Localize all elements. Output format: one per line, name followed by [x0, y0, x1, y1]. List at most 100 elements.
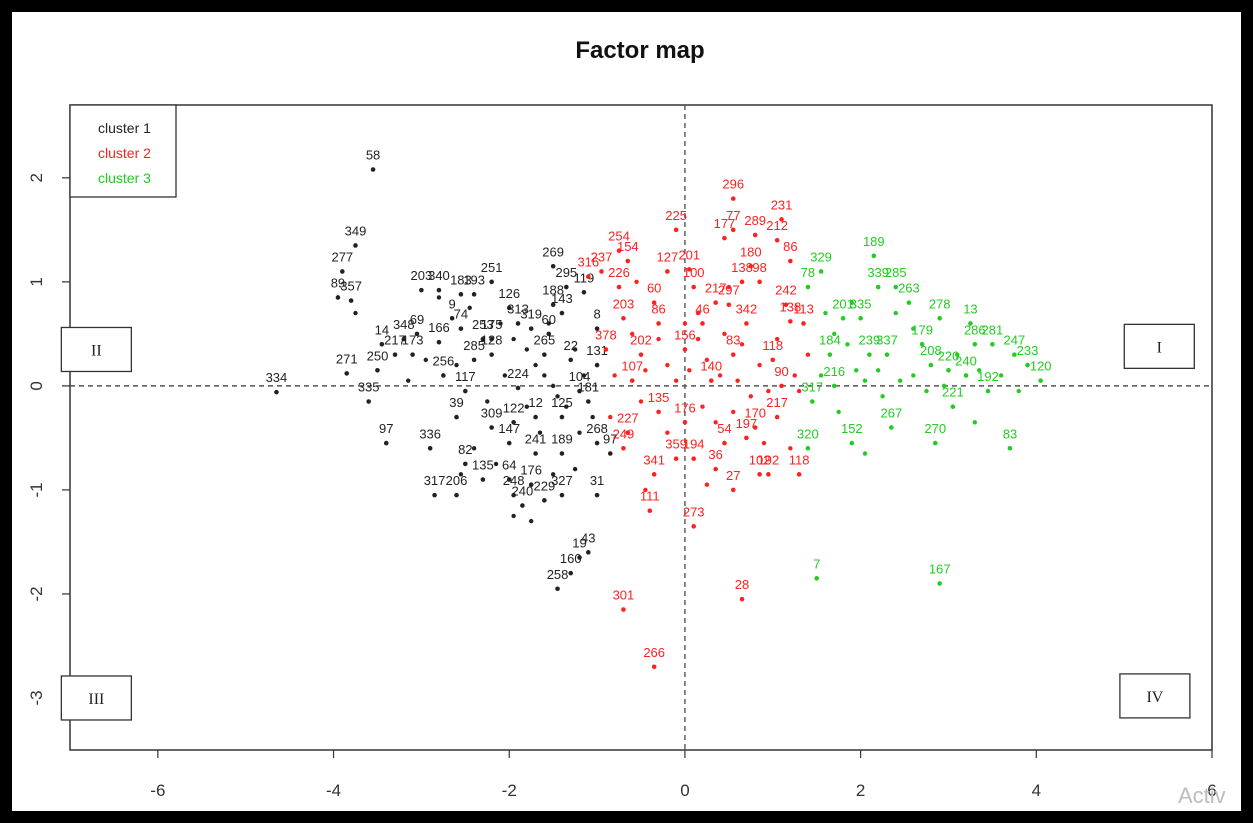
data-point	[928, 362, 934, 368]
point-label: 193	[463, 272, 485, 287]
data-point	[730, 227, 736, 233]
point-label: 309	[481, 406, 503, 421]
data-point	[700, 321, 705, 326]
data-point	[955, 352, 960, 357]
data-point	[643, 368, 648, 373]
point-label: 289	[744, 213, 766, 228]
data-point	[621, 607, 626, 612]
y-tick-label: 2	[27, 173, 46, 182]
point-label: 14	[375, 322, 389, 337]
point-label: 97	[603, 432, 617, 447]
data-point	[520, 503, 525, 508]
point-label: 13	[963, 301, 977, 316]
data-point	[730, 352, 736, 357]
data-point	[542, 373, 547, 378]
data-point	[792, 373, 797, 378]
data-point	[977, 368, 982, 373]
point-label: 39	[449, 395, 463, 410]
data-point	[581, 289, 587, 295]
data-point	[621, 315, 626, 321]
data-point	[625, 258, 631, 264]
data-point	[480, 477, 486, 482]
point-label: 122	[503, 400, 525, 415]
data-point	[867, 352, 872, 357]
data-point	[564, 404, 569, 409]
point-label: 268	[586, 421, 608, 436]
point-label: 46	[695, 301, 709, 316]
data-point	[463, 388, 468, 394]
data-point	[634, 279, 639, 285]
point-label: 319	[520, 307, 542, 322]
data-point	[656, 409, 661, 415]
data-point	[458, 472, 464, 477]
data-point	[722, 331, 727, 337]
data-point	[528, 518, 534, 524]
x-tick-label: -4	[326, 781, 341, 800]
data-point	[788, 446, 793, 451]
data-point	[700, 404, 705, 409]
data-point	[687, 267, 692, 272]
point-label: 229	[534, 478, 556, 493]
point-label: 242	[775, 283, 797, 298]
data-point	[774, 237, 780, 243]
data-point	[515, 385, 521, 391]
data-point	[419, 287, 424, 293]
point-label: 74	[454, 307, 468, 322]
data-point	[682, 347, 688, 352]
data-point	[779, 217, 784, 222]
data-point	[366, 399, 371, 404]
data-point	[849, 440, 855, 446]
data-point	[919, 341, 925, 347]
point-label: 183	[450, 272, 472, 287]
data-point	[739, 342, 745, 347]
data-point	[647, 508, 653, 514]
data-point	[471, 357, 477, 363]
data-point	[998, 373, 1004, 378]
data-point	[748, 394, 754, 399]
point-label: 277	[331, 249, 353, 264]
point-label: 296	[722, 177, 744, 192]
x-tick-label: -2	[502, 781, 517, 800]
data-point	[691, 524, 697, 529]
data-point	[875, 284, 881, 290]
data-point	[511, 492, 516, 498]
data-point	[730, 487, 736, 493]
data-point	[972, 341, 978, 347]
data-point	[550, 472, 556, 477]
point-label: 143	[551, 291, 573, 306]
point-label: 9	[449, 296, 456, 311]
data-point	[871, 253, 877, 259]
data-point	[845, 342, 850, 347]
data-point	[735, 378, 740, 383]
data-point	[550, 383, 556, 389]
data-point	[506, 477, 512, 482]
point-label: 335	[358, 379, 380, 394]
point-label: 160	[560, 551, 582, 566]
data-point	[423, 357, 428, 363]
data-point	[858, 315, 863, 321]
point-label: 177	[714, 216, 736, 231]
data-point	[458, 326, 464, 331]
point-label: 176	[674, 400, 696, 415]
data-point	[941, 383, 947, 389]
data-point	[594, 440, 600, 446]
data-point	[375, 367, 380, 373]
point-label: 77	[726, 208, 740, 223]
point-label: 118	[762, 338, 783, 353]
data-point	[353, 243, 358, 248]
data-point	[963, 373, 969, 378]
point-label: 147	[498, 421, 520, 436]
data-point	[515, 321, 521, 326]
data-point	[656, 321, 661, 326]
point-label: 117	[455, 369, 476, 384]
legend-entry: cluster 2	[98, 145, 151, 161]
point-label: 273	[683, 504, 705, 519]
point-label: 221	[942, 385, 964, 400]
point-label: 240	[955, 353, 977, 368]
data-point	[616, 284, 622, 290]
data-point	[274, 389, 279, 395]
data-point	[401, 336, 407, 342]
data-point	[739, 279, 745, 285]
